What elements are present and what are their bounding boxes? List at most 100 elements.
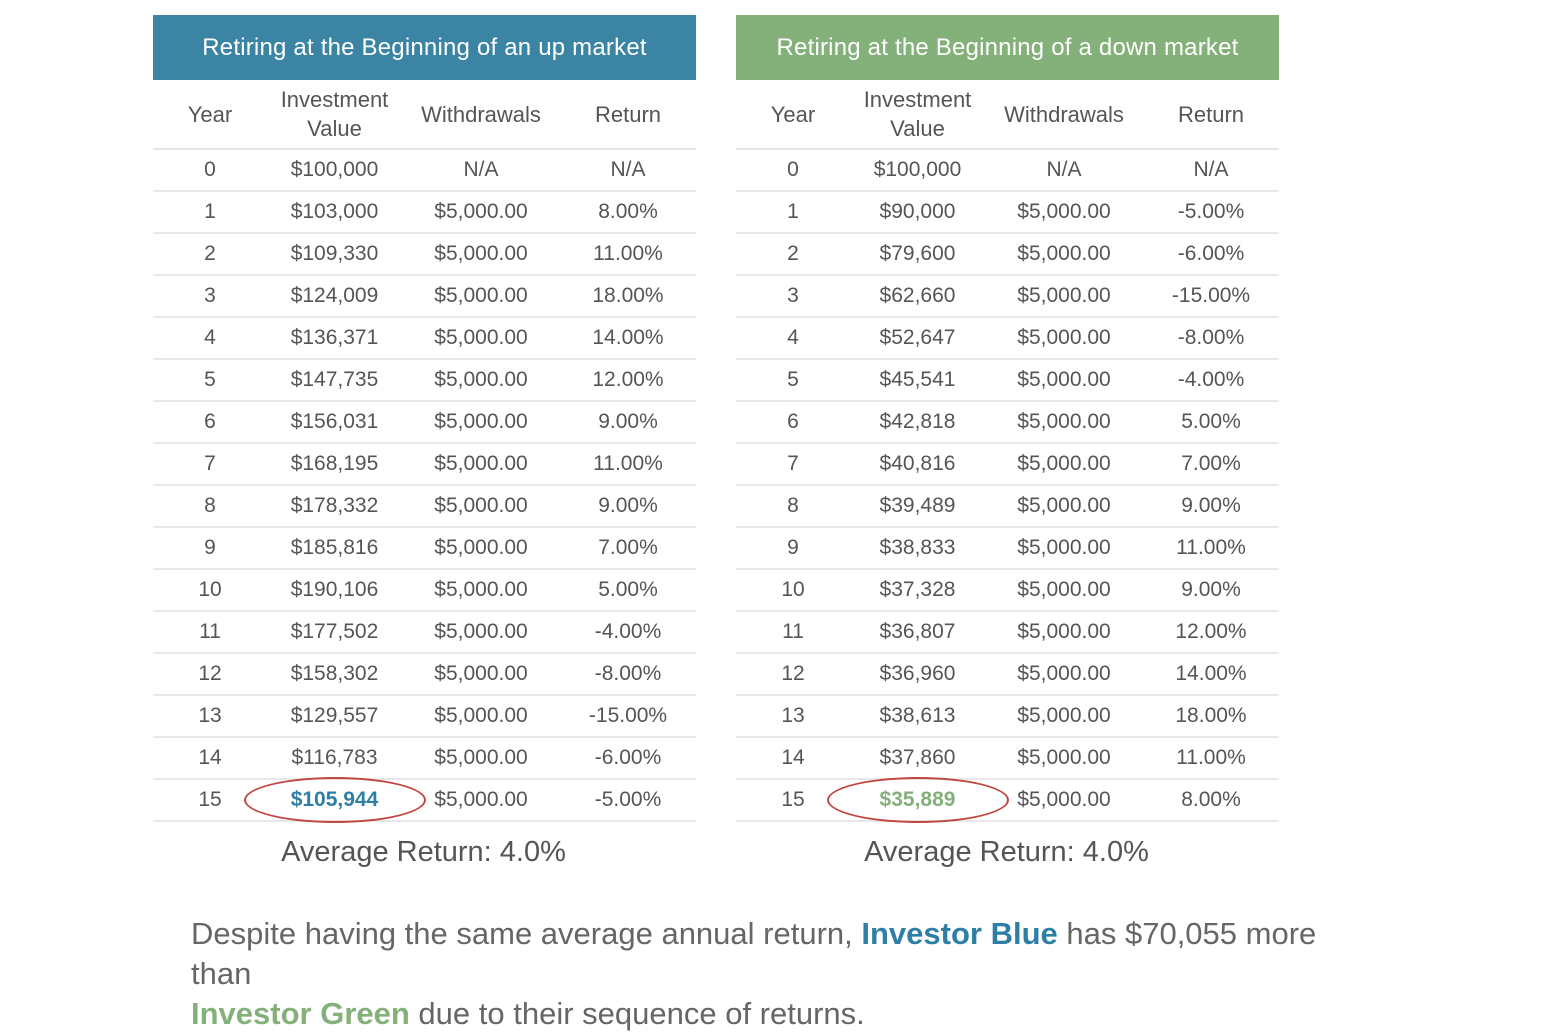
year-cell: 7 (153, 443, 267, 486)
caption-part3: due to their sequence of returns. (409, 996, 865, 1031)
year-cell: 14 (736, 737, 850, 780)
col-header-value-line1: Investment (280, 87, 389, 112)
investment-value-cell: $109,330 (267, 233, 402, 276)
withdrawals-cell: $5,000.00 (402, 275, 560, 318)
investment-value-cell: $79,600 (850, 233, 985, 276)
investment-value-cell: $100,000 (850, 149, 985, 192)
investment-value-cell: $158,302 (267, 653, 402, 696)
year-cell: 0 (153, 149, 267, 192)
return-cell: 11.00% (1143, 737, 1279, 780)
investment-value-cell: $124,009 (267, 275, 402, 318)
final-value-highlight: $35,889 (879, 788, 956, 811)
return-cell: 7.00% (560, 527, 696, 570)
year-cell: 8 (153, 485, 267, 528)
up-market-table: Year Investment Value Withdrawals Return… (153, 80, 696, 823)
return-cell: 9.00% (560, 485, 696, 528)
year-cell: 6 (736, 401, 850, 444)
return-cell: 5.00% (560, 569, 696, 612)
withdrawals-cell: $5,000.00 (402, 569, 560, 612)
return-cell: N/A (560, 149, 696, 192)
year-cell: 12 (153, 653, 267, 696)
table-row: 4 $136,371 $5,000.00 14.00% (153, 317, 696, 360)
year-cell: 10 (736, 569, 850, 612)
year-cell: 13 (153, 695, 267, 738)
down-market-title: Retiring at the Beginning of a down mark… (736, 15, 1279, 80)
withdrawals-cell: $5,000.00 (402, 401, 560, 444)
table-row: 2 $109,330 $5,000.00 11.00% (153, 233, 696, 276)
withdrawals-cell: $5,000.00 (985, 401, 1143, 444)
withdrawals-cell: $5,000.00 (402, 359, 560, 402)
table-row: 3 $62,660 $5,000.00 -15.00% (736, 275, 1279, 318)
col-header-investment-value: Investment Value (267, 80, 402, 150)
table-row: 3 $124,009 $5,000.00 18.00% (153, 275, 696, 318)
withdrawals-cell: $5,000.00 (985, 233, 1143, 276)
return-cell: N/A (1143, 149, 1279, 192)
year-cell: 4 (736, 317, 850, 360)
year-cell: 7 (736, 443, 850, 486)
table-row: 5 $147,735 $5,000.00 12.00% (153, 359, 696, 402)
caption-investor-blue: Investor Blue (861, 916, 1058, 951)
return-cell: -8.00% (560, 653, 696, 696)
table-row: 1 $90,000 $5,000.00 -5.00% (736, 191, 1279, 234)
table-row: 8 $178,332 $5,000.00 9.00% (153, 485, 696, 528)
withdrawals-cell: $5,000.00 (402, 779, 560, 822)
year-cell: 9 (736, 527, 850, 570)
table-row: 7 $40,816 $5,000.00 7.00% (736, 443, 1279, 486)
table-row: 8 $39,489 $5,000.00 9.00% (736, 485, 1279, 528)
table-row: 9 $185,816 $5,000.00 7.00% (153, 527, 696, 570)
return-cell: -6.00% (560, 737, 696, 780)
year-cell: 1 (153, 191, 267, 234)
final-value-highlight: $105,944 (290, 788, 379, 811)
withdrawals-cell: $5,000.00 (985, 443, 1143, 486)
year-cell: 8 (736, 485, 850, 528)
investment-value-cell: $38,833 (850, 527, 985, 570)
withdrawals-cell: $5,000.00 (985, 485, 1143, 528)
up-market-panel: Retiring at the Beginning of an up marke… (153, 15, 696, 869)
investment-value-cell: $35,889 (826, 777, 1009, 823)
year-cell: 2 (736, 233, 850, 276)
table-row: 10 $190,106 $5,000.00 5.00% (153, 569, 696, 612)
return-cell: 8.00% (1143, 779, 1279, 822)
investment-value-cell: $190,106 (267, 569, 402, 612)
down-market-average-return: Average Return: 4.0% (864, 836, 1149, 868)
table-row: 0 $100,000 N/A N/A (153, 149, 696, 192)
return-cell: 18.00% (1143, 695, 1279, 738)
year-cell: 6 (153, 401, 267, 444)
year-cell: 12 (736, 653, 850, 696)
table-row: 6 $42,818 $5,000.00 5.00% (736, 401, 1279, 444)
table-row: 9 $38,833 $5,000.00 11.00% (736, 527, 1279, 570)
investment-value-cell: $45,541 (850, 359, 985, 402)
withdrawals-cell: $5,000.00 (985, 611, 1143, 654)
return-cell: -5.00% (560, 779, 696, 822)
table-row: 7 $168,195 $5,000.00 11.00% (153, 443, 696, 486)
year-cell: 14 (153, 737, 267, 780)
year-cell: 13 (736, 695, 850, 738)
return-cell: 7.00% (1143, 443, 1279, 486)
caption-part1: Despite having the same average annual r… (191, 916, 862, 951)
return-cell: -15.00% (1143, 275, 1279, 318)
table-row: 14 $37,860 $5,000.00 11.00% (736, 737, 1279, 780)
investment-value-cell: $177,502 (267, 611, 402, 654)
year-cell: 10 (153, 569, 267, 612)
withdrawals-cell: $5,000.00 (985, 695, 1143, 738)
investment-value-cell: $105,944 (243, 777, 426, 823)
year-cell: 5 (153, 359, 267, 402)
down-market-rows: 0 $100,000 N/A N/A 1 $90,000 $5,000.00 -5.00% 2 $… (736, 149, 1279, 823)
return-cell: -8.00% (1143, 317, 1279, 360)
withdrawals-cell: $5,000.00 (985, 275, 1143, 318)
investment-value-cell: $136,371 (267, 317, 402, 360)
year-cell: 11 (736, 611, 850, 654)
table-row: 11 $177,502 $5,000.00 -4.00% (153, 611, 696, 654)
withdrawals-cell: $5,000.00 (985, 359, 1143, 402)
investment-value-cell: $129,557 (267, 695, 402, 738)
return-cell: 12.00% (560, 359, 696, 402)
table-row: 6 $156,031 $5,000.00 9.00% (153, 401, 696, 444)
return-cell: 14.00% (1143, 653, 1279, 696)
table-header-row: Year Investment Value Withdrawals Return (736, 80, 1279, 150)
withdrawals-cell: $5,000.00 (402, 233, 560, 276)
table-row: 10 $37,328 $5,000.00 9.00% (736, 569, 1279, 612)
caption-text: Despite having the same average annual r… (191, 914, 1351, 1034)
withdrawals-cell: $5,000.00 (402, 737, 560, 780)
year-cell: 11 (153, 611, 267, 654)
down-market-panel: Retiring at the Beginning of a down mark… (736, 15, 1279, 869)
